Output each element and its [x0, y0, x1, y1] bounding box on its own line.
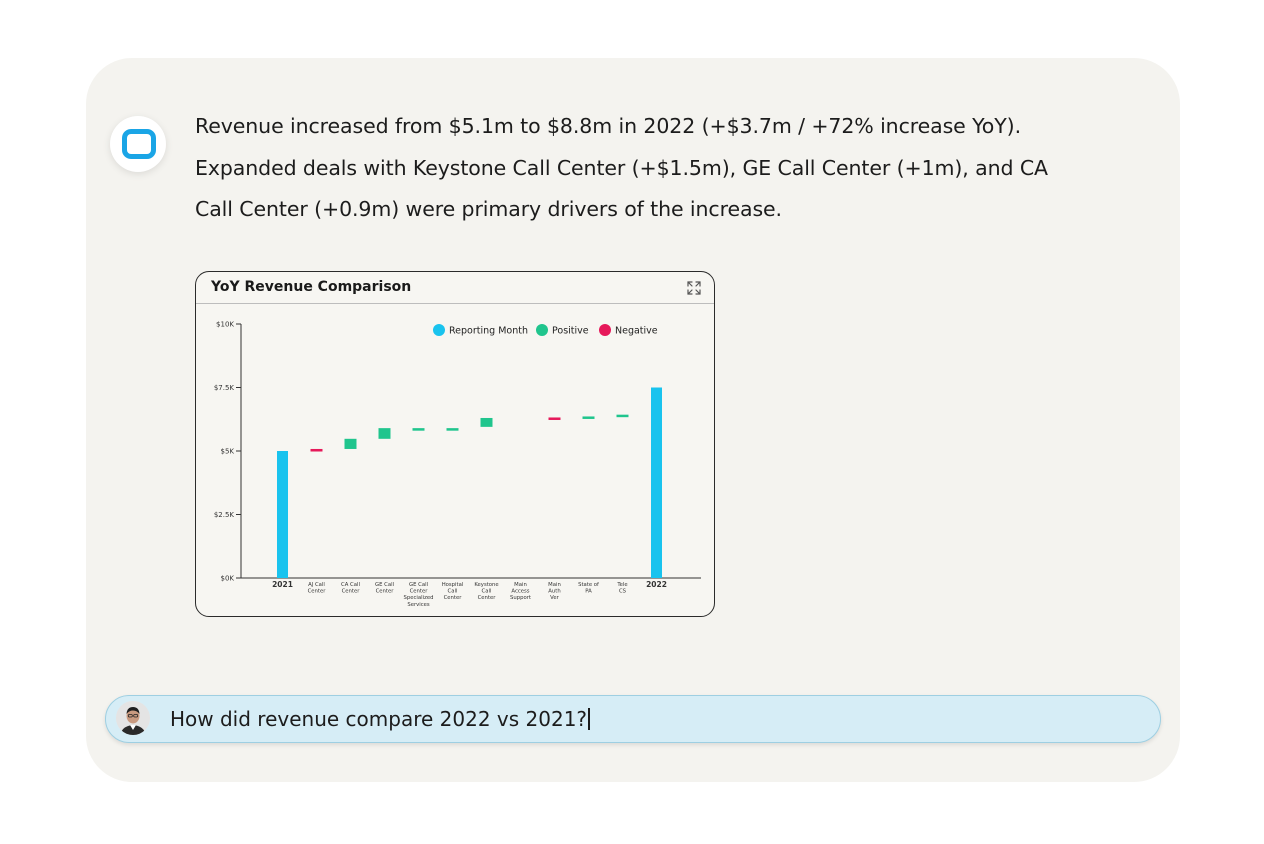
chart-divider: [196, 303, 714, 304]
y-tick-label: $5K: [221, 448, 235, 456]
bar: [548, 417, 561, 420]
x-tick-label: Center: [478, 595, 497, 601]
bar: [378, 428, 391, 439]
bar: [277, 451, 288, 578]
x-tick-label: Tele: [616, 582, 627, 588]
assistant-answer: Revenue increased from $5.1m to $8.8m in…: [195, 106, 1155, 231]
legend-label: Positive: [552, 326, 589, 337]
x-tick-label: Main: [548, 582, 561, 588]
x-tick-label: PA: [585, 589, 592, 595]
x-tick-label: GE Call: [375, 582, 394, 588]
x-tick-label: Center: [376, 589, 395, 595]
user-avatar: [116, 701, 150, 735]
bar: [616, 414, 629, 418]
revenue-chart-card: $0K $2.5K $5K $7.5K $10K 2021 AJ Call Center CA …: [195, 271, 715, 617]
assistant-logo-icon: [122, 129, 156, 159]
x-tick-label: Center: [342, 589, 361, 595]
y-tick-label: $0K: [221, 575, 235, 583]
x-tick-label: Call: [448, 589, 458, 595]
legend-marker: [536, 324, 548, 336]
x-tick-label: Keystone: [474, 582, 498, 588]
bar: [412, 428, 425, 431]
y-tick-label: $10K: [216, 321, 234, 329]
legend-label: Reporting Month: [449, 326, 528, 337]
x-tick-label: Support: [510, 595, 531, 601]
x-tick-label: Center: [308, 589, 327, 595]
x-tick-label: 2021: [272, 580, 293, 589]
x-tick-label: Main: [514, 582, 527, 588]
x-tick-label: Center: [410, 589, 429, 595]
x-tick-label: CA Call: [341, 582, 360, 588]
x-tick-label: Specialized: [404, 595, 434, 601]
x-tick-label: AJ Call: [308, 582, 325, 588]
x-tick-label: GE Call: [409, 582, 428, 588]
prompt-text: How did revenue compare 2022 vs 2021?: [170, 707, 588, 731]
answer-line: Expanded deals with Keystone Call Center…: [195, 155, 1048, 180]
x-tick-label: Ver: [550, 595, 559, 601]
answer-line: Call Center (+0.9m) were primary drivers…: [195, 197, 782, 221]
legend-marker: [433, 324, 445, 336]
x-tick-label: Hospital: [442, 582, 464, 588]
answer-line: Revenue increased from $5.1m to $8.8m in…: [195, 114, 1021, 138]
y-tick-label: $2.5K: [214, 511, 235, 519]
chat-input-text[interactable]: How did revenue compare 2022 vs 2021?: [170, 707, 591, 731]
chat-input-bar[interactable]: How did revenue compare 2022 vs 2021?: [105, 695, 1161, 743]
expand-icon[interactable]: [686, 280, 702, 296]
x-tick-label: Auth: [548, 589, 560, 595]
bar: [310, 448, 323, 452]
x-tick-label: Access: [511, 589, 529, 595]
x-tick-label: State of: [578, 582, 599, 588]
x-tick-label: CS: [619, 589, 627, 595]
x-tick-label: Center: [444, 595, 463, 601]
bar: [582, 416, 595, 419]
y-tick-label: $7.5K: [214, 384, 235, 392]
legend-label: Negative: [615, 326, 658, 337]
text-caret: [588, 708, 591, 730]
bar: [651, 387, 662, 578]
chart-title: YoY Revenue Comparison: [211, 279, 412, 295]
bar: [480, 417, 493, 427]
assistant-avatar: [110, 116, 166, 172]
legend-marker: [599, 324, 611, 336]
x-tick-label: Services: [407, 602, 430, 608]
bar: [344, 438, 357, 449]
x-tick-label: Call: [482, 589, 492, 595]
bar: [446, 428, 459, 431]
x-tick-label: 2022: [646, 580, 667, 589]
